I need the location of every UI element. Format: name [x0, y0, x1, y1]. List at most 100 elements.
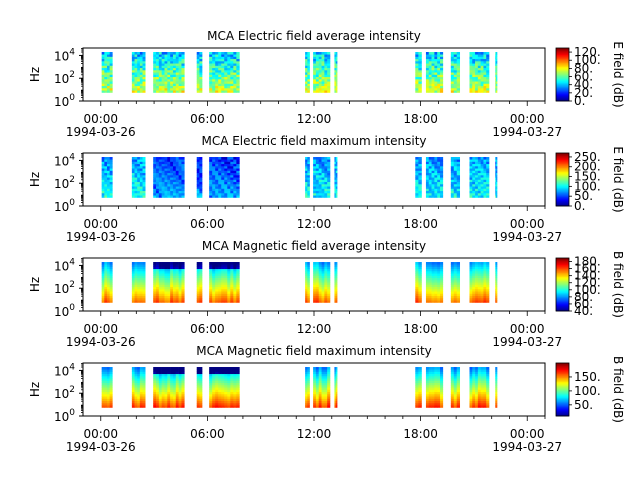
data-cell — [475, 378, 479, 381]
data-cell — [418, 83, 422, 87]
data-cell — [158, 56, 162, 60]
data-cell — [106, 168, 110, 171]
data-cell — [334, 58, 337, 62]
data-cell — [472, 58, 476, 62]
data-cell — [101, 295, 105, 299]
data-cell — [215, 192, 219, 196]
data-cell — [153, 300, 157, 303]
data-cell — [178, 168, 182, 171]
colorbar-band — [556, 54, 569, 57]
colorbar-band — [556, 172, 569, 175]
data-cell — [486, 87, 490, 91]
data-cell — [161, 177, 165, 180]
data-cell — [101, 280, 105, 283]
data-cell — [134, 87, 138, 91]
data-cell — [425, 367, 430, 370]
data-cell — [477, 192, 481, 196]
data-cell — [477, 186, 481, 189]
data-cell — [431, 371, 435, 375]
data-cell — [156, 373, 160, 377]
data-cell — [475, 297, 479, 301]
data-cell — [469, 266, 473, 270]
data-cell — [428, 293, 432, 297]
data-cell — [175, 72, 179, 75]
data-cell — [181, 369, 185, 372]
data-cell — [170, 382, 174, 386]
data-cell — [212, 181, 216, 185]
data-cell — [431, 188, 435, 192]
data-cell — [440, 271, 444, 274]
data-cell — [175, 382, 179, 386]
data-cell — [181, 90, 185, 93]
data-cell — [434, 293, 438, 297]
data-cell — [434, 170, 438, 174]
data-cell — [324, 52, 328, 55]
data-cell — [139, 175, 143, 178]
data-cell — [486, 295, 490, 299]
data-cell — [156, 177, 160, 180]
data-cell — [486, 76, 490, 80]
data-cell — [307, 371, 310, 375]
data-cell — [236, 369, 240, 372]
data-cell — [224, 163, 228, 167]
data-cell — [131, 87, 135, 91]
data-cell — [415, 170, 419, 174]
data-cell — [134, 163, 138, 167]
data-cell — [181, 159, 185, 162]
data-cell — [175, 190, 179, 194]
colorbar-band — [556, 75, 569, 78]
data-cell — [456, 367, 461, 370]
data-cell — [109, 391, 113, 395]
data-cell — [161, 295, 165, 299]
data-cell — [425, 391, 430, 395]
data-cell — [313, 159, 317, 162]
data-cell — [477, 262, 481, 265]
data-cell — [453, 385, 458, 388]
y-tick-label: 102 — [54, 280, 75, 296]
data-cell — [305, 297, 308, 301]
data-cell — [425, 74, 430, 78]
data-cell — [307, 391, 310, 395]
data-cell — [450, 81, 455, 84]
data-cell — [415, 385, 419, 388]
data-cell — [221, 271, 225, 274]
data-cell — [335, 405, 338, 408]
data-cell — [486, 168, 490, 171]
data-cell — [131, 163, 135, 167]
data-cell — [156, 54, 160, 57]
data-cell — [431, 63, 435, 66]
data-cell — [469, 369, 473, 372]
data-cell — [469, 195, 473, 198]
data-cell — [469, 280, 473, 283]
data-cell — [437, 181, 441, 185]
data-cell — [196, 271, 200, 274]
data-cell — [221, 369, 225, 372]
data-cell — [475, 83, 479, 87]
colorbar-band — [556, 91, 569, 94]
data-cell — [104, 398, 108, 402]
data-cell — [321, 188, 325, 192]
data-cell — [425, 268, 430, 272]
data-cell — [415, 190, 419, 194]
data-cell — [196, 161, 200, 165]
data-cell — [434, 78, 438, 82]
data-cell — [440, 275, 444, 279]
data-cell — [315, 284, 320, 288]
data-cell — [318, 56, 322, 60]
data-cell — [313, 186, 317, 189]
data-cell — [453, 378, 458, 381]
colorbar-band — [556, 284, 569, 287]
data-cell — [428, 78, 432, 82]
data-cell — [142, 389, 146, 393]
data-cell — [236, 157, 240, 160]
data-cell — [437, 389, 441, 393]
colorbar-band — [556, 50, 569, 53]
data-cell — [196, 166, 200, 169]
data-cell — [318, 275, 322, 279]
data-cell — [472, 172, 476, 176]
data-cell — [212, 264, 216, 267]
data-cell — [477, 166, 481, 169]
data-cell — [440, 391, 444, 395]
data-cell — [209, 402, 213, 406]
data-cell — [236, 54, 240, 57]
